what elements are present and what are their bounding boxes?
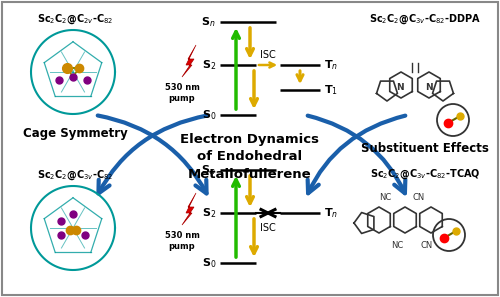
Text: Sc$_2$C$_2$@C$_{3v}$-C$_{82}$-DDPA: Sc$_2$C$_2$@C$_{3v}$-C$_{82}$-DDPA (369, 12, 481, 26)
Text: CN: CN (413, 192, 425, 201)
Polygon shape (182, 45, 196, 77)
Text: ISC: ISC (260, 223, 276, 233)
Text: Electron Dynamics
of Endohedral
Metallofullerene: Electron Dynamics of Endohedral Metallof… (180, 132, 320, 181)
Text: Cage Symmetry: Cage Symmetry (22, 127, 128, 140)
Text: N: N (425, 83, 433, 92)
Text: N: N (396, 83, 404, 92)
Text: 530 nm
pump: 530 nm pump (164, 83, 200, 103)
Text: T$_n$: T$_n$ (324, 58, 338, 72)
Text: S$_0$: S$_0$ (202, 108, 216, 122)
Text: NC: NC (391, 241, 403, 249)
Text: S$_n$: S$_n$ (202, 15, 216, 29)
Text: S$_n$: S$_n$ (202, 163, 216, 177)
Text: NC: NC (379, 192, 391, 201)
Text: T$_1$: T$_1$ (324, 83, 338, 97)
Text: S$_2$: S$_2$ (202, 58, 216, 72)
Text: Sc$_2$C$_2$@C$_{3v}$-C$_{82}$-TCAQ: Sc$_2$C$_2$@C$_{3v}$-C$_{82}$-TCAQ (370, 167, 480, 181)
Text: S$_2$: S$_2$ (202, 206, 216, 220)
Text: 530 nm
pump: 530 nm pump (164, 231, 200, 251)
Text: CN: CN (421, 241, 433, 249)
Text: Sc$_2$C$_2$@C$_{2v}$-C$_{82}$: Sc$_2$C$_2$@C$_{2v}$-C$_{82}$ (37, 12, 113, 26)
Text: Substituent Effects: Substituent Effects (361, 141, 489, 154)
Text: Sc$_2$C$_2$@C$_{3v}$-C$_{82}$: Sc$_2$C$_2$@C$_{3v}$-C$_{82}$ (37, 168, 113, 181)
Text: T$_n$: T$_n$ (324, 206, 338, 220)
Text: ISC: ISC (260, 50, 276, 60)
Polygon shape (182, 193, 196, 225)
Text: S$_0$: S$_0$ (202, 256, 216, 270)
